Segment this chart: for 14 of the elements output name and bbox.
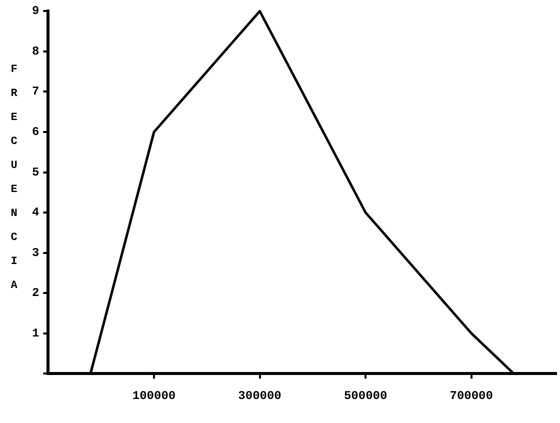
y-tick-label: 5 <box>32 165 40 180</box>
x-tick-label: 700000 <box>450 388 493 403</box>
x-tick-label: 300000 <box>238 388 282 403</box>
text: FRECUENCIA <box>10 64 18 292</box>
y-tick-label: 3 <box>32 246 40 260</box>
x-tick-label: 100000 <box>132 388 176 403</box>
y-tick-label: 8 <box>32 44 40 58</box>
y-tick-label: 4 <box>32 206 40 220</box>
y-tick-label: 2 <box>32 286 40 300</box>
y-tick-label: 7 <box>32 84 40 99</box>
y-tick-label: 9 <box>32 4 40 18</box>
y-tick-label: 1 <box>32 326 40 340</box>
x-tick-label: 500000 <box>344 388 388 403</box>
y-tick-label: 6 <box>32 125 40 140</box>
